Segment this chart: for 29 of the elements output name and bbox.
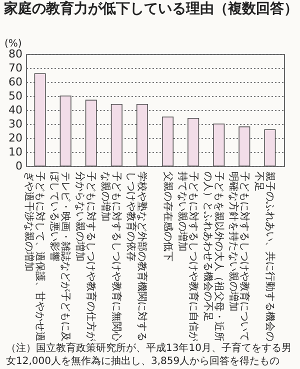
bar bbox=[136, 104, 148, 166]
bar bbox=[34, 73, 46, 166]
y-tick-label: 0 bbox=[16, 160, 22, 172]
bar bbox=[188, 118, 200, 166]
x-tick-label: 親子のふれあい、共に行動する機会の不足 bbox=[252, 172, 276, 342]
y-tick-label: 10 bbox=[8, 146, 22, 158]
x-tick-label: 子どもに対するしつけや教育について明確な方針を持たない親の増加 bbox=[227, 172, 250, 342]
chart-title: 家庭の教育力が低下している理由（複数回答） bbox=[3, 0, 298, 17]
y-tick-label: 70 bbox=[8, 62, 22, 74]
y-axis-title: (%) bbox=[4, 38, 22, 50]
x-tick-label: 子どもに対して、過保護、甘やかせ過ぎや過干渉な親の増加 bbox=[23, 172, 46, 342]
y-tick-label: 60 bbox=[8, 76, 22, 88]
x-tick-label: 父親の存在感の低下 bbox=[162, 172, 174, 262]
bar bbox=[213, 124, 225, 166]
bar bbox=[264, 129, 276, 166]
bar bbox=[110, 104, 122, 166]
text: （注）国立教育政策研究所が、平成13年10月、子育てをする男女12,000人を無作為に抽出し、3,859人から回答を得たもの bbox=[6, 343, 292, 368]
bar bbox=[60, 96, 72, 166]
x-tick-label: 子どもを親以外の大人（祖父母・近所の人）とふれあわせる機会の不足 bbox=[202, 172, 225, 342]
x-tick-label: テレビ・映画・雑誌などが子どもに及ぼしている悪い影響 bbox=[48, 172, 72, 342]
x-tick-label: 学校や塾など外部の教育機関に対するしつけや教育の依存 bbox=[125, 172, 148, 342]
y-tick-label: 30 bbox=[8, 118, 22, 130]
y-tick-label: 20 bbox=[8, 132, 22, 144]
y-tick-label: 50 bbox=[8, 90, 22, 102]
y-tick-label: 40 bbox=[8, 104, 22, 116]
bar bbox=[162, 116, 174, 166]
y-tick-label: 80 bbox=[8, 48, 22, 60]
bar bbox=[238, 126, 250, 166]
bar bbox=[85, 100, 97, 166]
